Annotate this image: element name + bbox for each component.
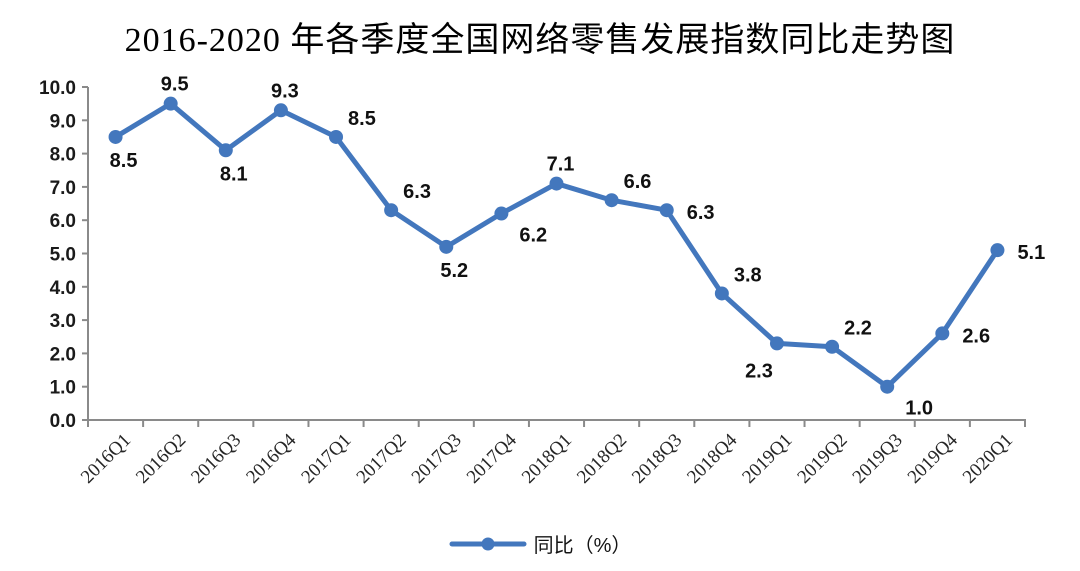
data-label: 6.3 [403,181,431,203]
x-tick-label: 2019Q3 [849,430,907,488]
x-tick-label: 2016Q1 [77,430,135,488]
data-label: 6.3 [687,202,715,224]
data-point-marker [329,129,344,144]
y-tick-label: 8.0 [50,145,76,166]
data-point-marker [384,203,399,218]
data-label: 1.0 [905,398,933,420]
x-tick-label: 2019Q2 [793,430,851,488]
data-point-marker [439,239,454,254]
data-point-marker [769,336,784,351]
x-tick-label: 2018Q4 [683,429,741,487]
legend-series-label: 同比（%） [533,535,632,557]
data-label: 6.6 [624,171,652,193]
chart-title: 2016-2020 年各季度全国网络零售发展指数同比走势图 [124,22,956,59]
data-point-marker [880,379,895,394]
data-label: 7.1 [547,154,575,176]
x-tick-label: 2017Q1 [297,430,355,488]
data-point-marker [659,203,674,218]
data-label: 9.3 [271,80,299,102]
data-label: 3.8 [734,264,762,286]
x-tick-label: 2018Q3 [628,430,686,488]
x-tick-label: 2019Q1 [738,430,796,488]
data-label: 5.1 [1017,242,1045,264]
y-tick-label: 9.0 [50,111,76,132]
x-tick-label: 2018Q1 [518,430,576,488]
data-point-marker [825,339,840,354]
x-tick-label: 2018Q2 [573,430,631,488]
data-label: 5.2 [440,260,468,282]
data-label: 2.6 [962,325,990,347]
data-point-marker [935,326,950,341]
data-label: 8.1 [220,163,248,185]
data-point-marker [549,176,564,191]
y-tick-label: 0.0 [50,411,76,432]
data-label: 9.5 [161,74,189,96]
x-tick-label: 2019Q4 [904,429,962,487]
x-tick-label: 2017Q2 [353,430,411,488]
x-tick-label: 2017Q3 [408,430,466,488]
y-tick-label: 4.0 [50,278,76,299]
x-tick-label: 2017Q4 [463,429,521,487]
data-point-marker [990,243,1005,258]
series-line [113,101,1000,390]
data-label: 8.5 [110,150,138,172]
data-point-marker [714,286,729,301]
legend: 同比（%） [0,529,1080,558]
legend-line-marker-icon [449,537,527,550]
y-tick-label: 1.0 [50,378,76,399]
y-tick-label: 2.0 [50,344,76,365]
x-tick-label: 2020Q1 [959,430,1017,488]
y-tick-label: 7.0 [50,178,76,199]
y-tick-label: 6.0 [50,211,76,232]
data-point-marker [163,96,178,111]
data-point-marker [218,143,233,158]
data-label: 6.2 [519,225,547,247]
y-tick-label: 5.0 [50,245,76,266]
data-label: 8.5 [348,108,376,130]
x-tick-label: 2016Q3 [187,430,245,488]
data-point-marker [273,103,288,118]
data-point-marker [108,129,123,144]
data-point-marker [604,193,619,208]
data-label: 2.3 [745,360,773,382]
x-tick-label: 2016Q4 [242,429,300,487]
data-point-marker [494,206,509,221]
y-tick-label: 3.0 [50,311,76,332]
data-label: 2.2 [844,318,872,340]
x-tick-label: 2016Q2 [132,430,190,488]
y-tick-label: 10.0 [39,78,76,99]
